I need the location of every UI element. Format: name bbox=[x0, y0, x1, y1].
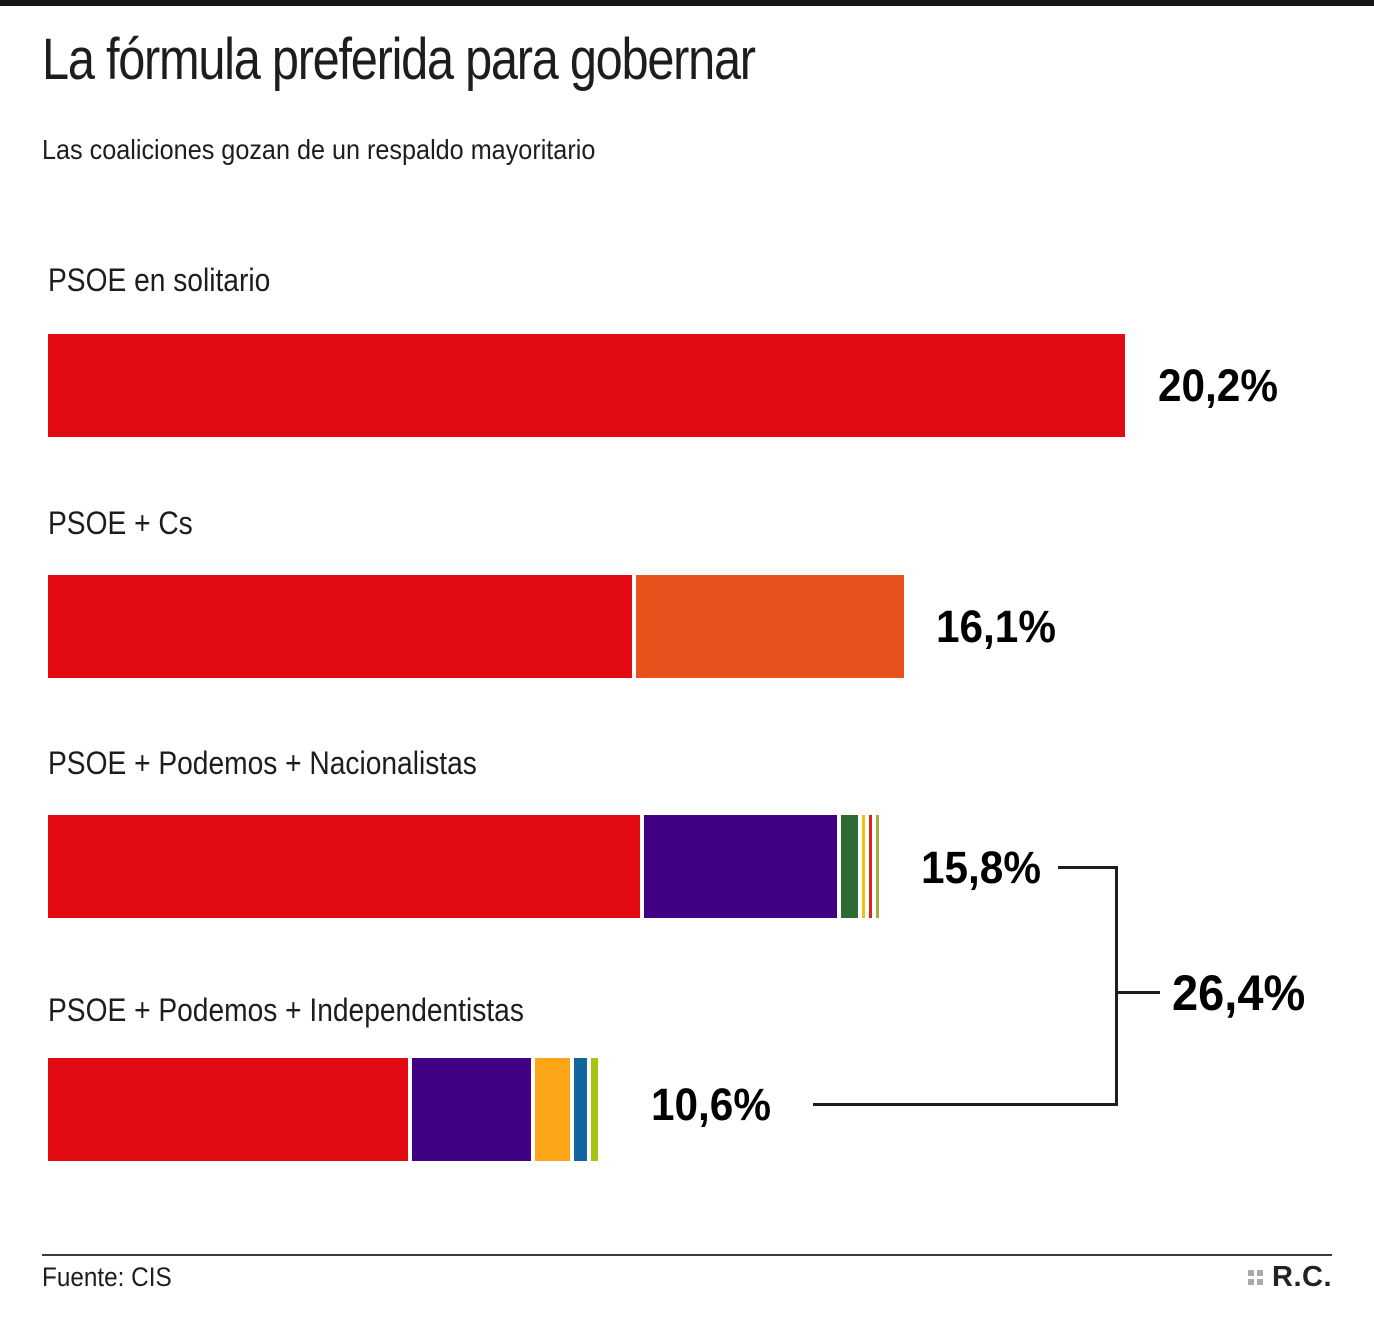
bar-track bbox=[48, 575, 904, 678]
percent-label: 15,8% bbox=[921, 842, 1041, 893]
percent-label: 20,2% bbox=[1158, 360, 1278, 411]
bracket-line-bottom bbox=[813, 1103, 1118, 1106]
percent-label: 10,6% bbox=[651, 1079, 771, 1130]
combined-percent-label: 26,4% bbox=[1172, 965, 1306, 1021]
bar-label: PSOE en solitario bbox=[48, 262, 271, 298]
bracket-line-tick bbox=[1118, 991, 1160, 994]
source-label: Fuente: CIS bbox=[42, 1262, 172, 1292]
bar-segment-nacionalistas-oliva bbox=[876, 815, 879, 918]
bar-segment-nacionalistas-amarillo bbox=[862, 815, 865, 918]
bar-segment-PSOE bbox=[48, 1058, 408, 1161]
bar-segment-PSOE bbox=[48, 334, 1125, 437]
bar-label: PSOE + Podemos + Nacionalistas bbox=[48, 745, 477, 781]
rc-grid-icon bbox=[1248, 1270, 1263, 1285]
bar-track bbox=[48, 334, 1125, 437]
footer-rule bbox=[42, 1254, 1332, 1256]
bar-segment-nacionalistas-rojo bbox=[869, 815, 872, 918]
bar-segment-independentistas-verde bbox=[591, 1058, 598, 1161]
credit-label: R.C. bbox=[1272, 1261, 1332, 1293]
bar-segment-nacionalistas-verde bbox=[841, 815, 858, 918]
bar-segment-Cs bbox=[636, 575, 904, 678]
bracket-line-top bbox=[1058, 866, 1118, 869]
top-rule bbox=[0, 0, 1374, 6]
bar-segment-PSOE bbox=[48, 815, 640, 918]
page-title: La fórmula preferida para gobernar bbox=[42, 27, 756, 92]
bar-track bbox=[48, 1058, 598, 1161]
bar-segment-Podemos bbox=[644, 815, 837, 918]
credit: R.C. bbox=[1248, 1261, 1332, 1294]
percent-label: 16,1% bbox=[936, 601, 1056, 652]
bar-segment-independentistas-ambar bbox=[535, 1058, 570, 1161]
bar-segment-independentistas-azul bbox=[574, 1058, 587, 1161]
bracket-line-vertical bbox=[1115, 866, 1118, 1106]
bar-label: PSOE + Podemos + Independentistas bbox=[48, 992, 524, 1028]
bar-track bbox=[48, 815, 879, 918]
page-subtitle: Las coaliciones gozan de un respaldo may… bbox=[42, 134, 596, 165]
bar-segment-Podemos bbox=[412, 1058, 531, 1161]
bar-segment-PSOE bbox=[48, 575, 632, 678]
bar-label: PSOE + Cs bbox=[48, 505, 193, 541]
